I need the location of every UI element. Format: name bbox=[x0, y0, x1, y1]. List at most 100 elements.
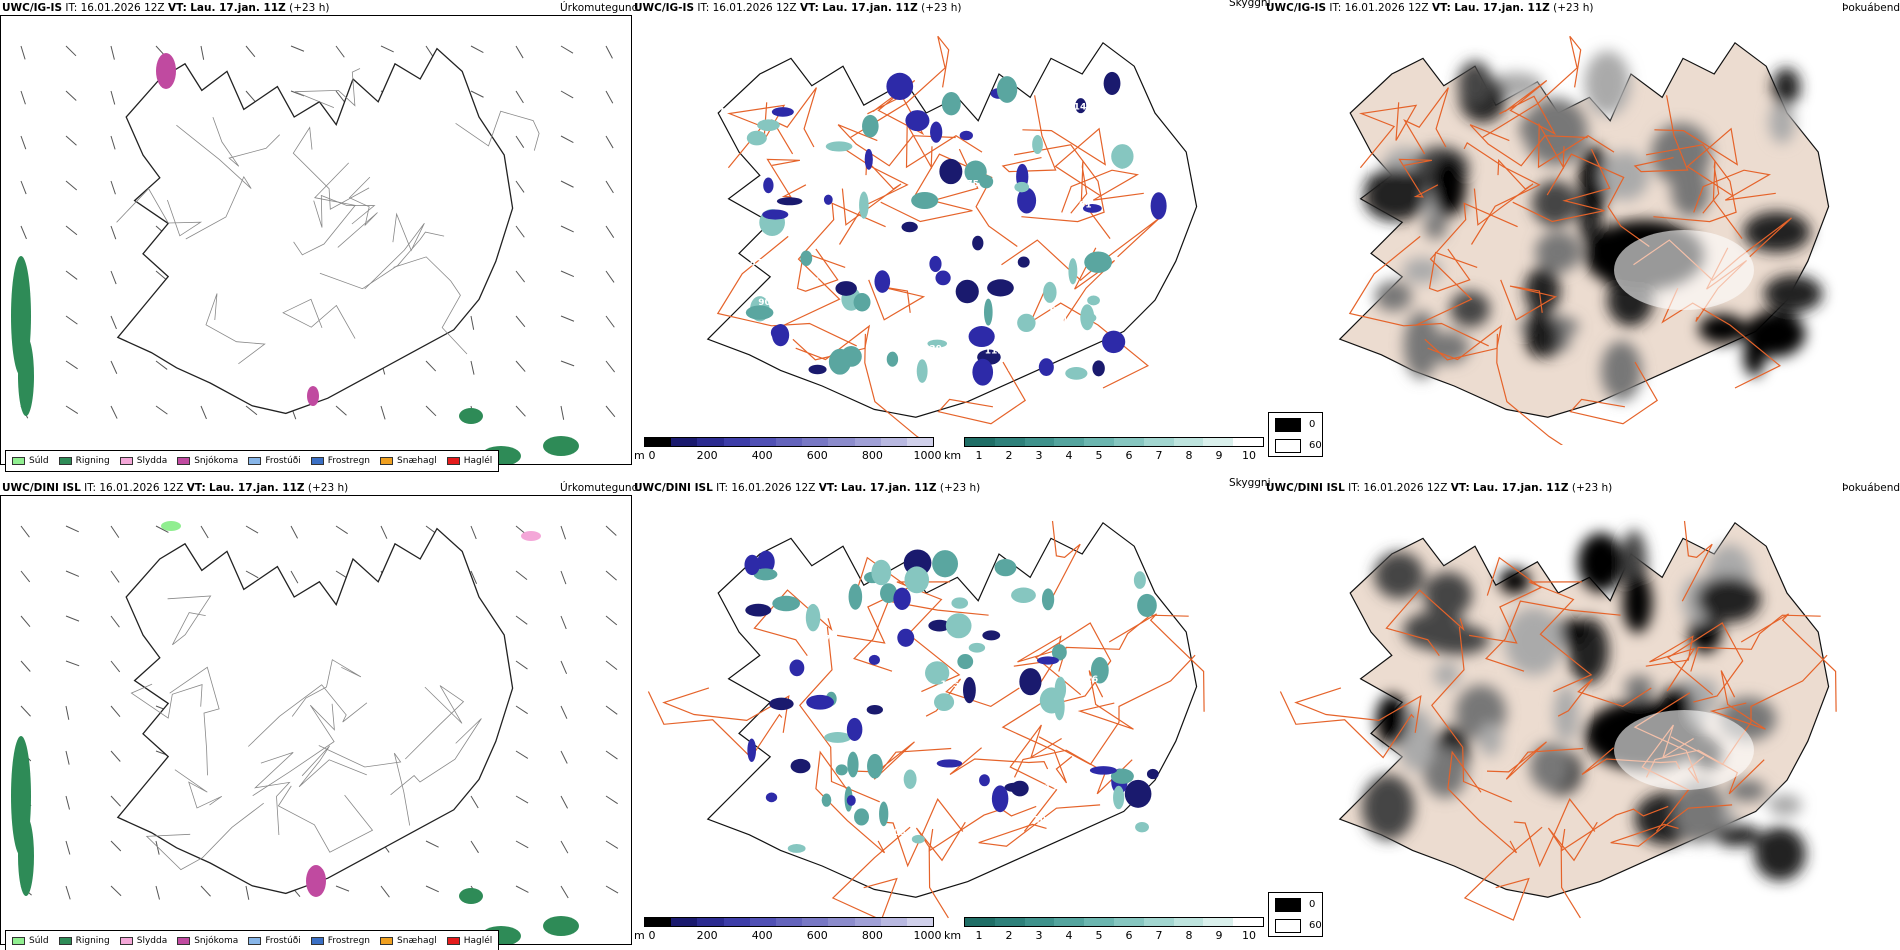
wind-barb bbox=[515, 660, 528, 670]
wind-barb bbox=[110, 405, 118, 419]
wind-barb bbox=[155, 840, 160, 855]
colorbar-tick: 5 bbox=[1095, 929, 1103, 942]
colorbar-tick: 6 bbox=[1125, 449, 1133, 462]
fog-legend: 0 60 bbox=[1268, 892, 1323, 937]
km-colorbar bbox=[964, 437, 1264, 447]
precip-legend-item: Snæhagl bbox=[380, 936, 437, 946]
visibility-value: 106 bbox=[1085, 836, 1104, 846]
wind-barb bbox=[200, 45, 205, 60]
line bbox=[1279, 691, 1415, 759]
blob bbox=[1133, 571, 1146, 589]
precip-legend-item: Frostregn bbox=[310, 936, 370, 946]
blob bbox=[934, 693, 955, 712]
wind-barb bbox=[20, 180, 27, 195]
colorbar-segment bbox=[994, 438, 1025, 446]
colorbar-tick: 1000 bbox=[913, 449, 942, 462]
blob bbox=[979, 174, 994, 189]
wind-barb bbox=[110, 225, 117, 240]
legend-swatch bbox=[310, 937, 324, 945]
visibility-value: 90 bbox=[758, 298, 771, 308]
wind-barb bbox=[65, 795, 70, 810]
wind-barb bbox=[560, 885, 569, 899]
rain-area bbox=[18, 336, 34, 416]
blob bbox=[893, 587, 911, 610]
blob bbox=[972, 358, 994, 386]
wind-barb bbox=[560, 135, 574, 144]
rivers bbox=[130, 595, 482, 871]
legend-label: Snæhagl bbox=[397, 456, 437, 466]
wind-barb bbox=[605, 705, 618, 715]
visibility-value: 119 bbox=[985, 347, 1004, 357]
blob bbox=[1577, 532, 1624, 593]
blob bbox=[1769, 101, 1795, 144]
blob bbox=[1584, 50, 1631, 116]
wind-barb bbox=[110, 660, 121, 673]
blob bbox=[1137, 593, 1157, 618]
blob bbox=[1090, 657, 1109, 684]
colorbar-tick: 5 bbox=[1095, 449, 1103, 462]
wind-barb bbox=[335, 525, 348, 535]
blob bbox=[963, 677, 976, 704]
panel-title: UWC/DINI ISL IT: 16.01.2026 12Z VT: Lau.… bbox=[2, 482, 349, 494]
wind-barb bbox=[515, 885, 529, 893]
colorbar-tick: 1 bbox=[975, 929, 983, 942]
line bbox=[176, 124, 252, 240]
visibility-value: 47 bbox=[918, 770, 931, 780]
visibility-value: 143 bbox=[1055, 316, 1074, 326]
line bbox=[1447, 750, 1518, 854]
fog-legend: 0 60 bbox=[1268, 412, 1323, 457]
colorbar-segment bbox=[854, 918, 881, 926]
colorbar-tick: 10 bbox=[1242, 929, 1256, 942]
wind-barb bbox=[560, 270, 575, 278]
km-colorbar bbox=[964, 917, 1264, 927]
blob bbox=[1743, 310, 1806, 358]
wind-barb bbox=[515, 615, 528, 625]
legend-swatch bbox=[380, 937, 394, 945]
colorbar-segment bbox=[1203, 438, 1234, 446]
line bbox=[393, 256, 468, 355]
legend-label-60: 60 bbox=[1309, 920, 1322, 931]
blob bbox=[901, 221, 918, 233]
wind-barb bbox=[110, 180, 116, 195]
line bbox=[248, 684, 368, 747]
wind-barb bbox=[155, 270, 168, 281]
line bbox=[849, 35, 950, 139]
blob bbox=[1004, 782, 1025, 793]
visibility-areas bbox=[744, 549, 1159, 853]
wind-barb bbox=[605, 315, 615, 328]
colorbar-segment bbox=[965, 918, 995, 926]
line bbox=[831, 826, 911, 921]
blob bbox=[864, 148, 873, 170]
blob bbox=[904, 566, 930, 594]
visibility-value: 105 bbox=[941, 680, 960, 690]
colorbar-segment bbox=[1143, 438, 1174, 446]
blob bbox=[972, 235, 984, 251]
wind-barb bbox=[335, 405, 347, 416]
wind-barb bbox=[290, 45, 305, 52]
legend-label: Frostregn bbox=[327, 456, 371, 466]
line bbox=[1512, 148, 1611, 223]
line bbox=[390, 718, 482, 796]
wind-barb bbox=[20, 45, 26, 60]
line bbox=[1499, 80, 1557, 136]
blob bbox=[746, 130, 767, 146]
line bbox=[766, 158, 807, 198]
visibility-value: 129 bbox=[1084, 721, 1103, 731]
line bbox=[167, 595, 212, 646]
blob bbox=[929, 255, 942, 272]
wind-barb bbox=[605, 90, 614, 104]
visibility-value: 103 bbox=[887, 828, 906, 838]
precip-legend-item: Rigning bbox=[58, 456, 110, 466]
line bbox=[868, 279, 926, 321]
wind-barb bbox=[65, 570, 80, 577]
wind-barb bbox=[515, 225, 525, 238]
blob bbox=[928, 619, 951, 632]
blob bbox=[941, 92, 961, 116]
visibility-value: 139 bbox=[923, 345, 942, 355]
blob bbox=[968, 326, 995, 348]
colorbar-segment bbox=[671, 918, 698, 926]
line bbox=[1740, 613, 1837, 712]
wind-barb bbox=[20, 615, 31, 628]
blob bbox=[823, 194, 833, 205]
blob bbox=[745, 305, 774, 320]
